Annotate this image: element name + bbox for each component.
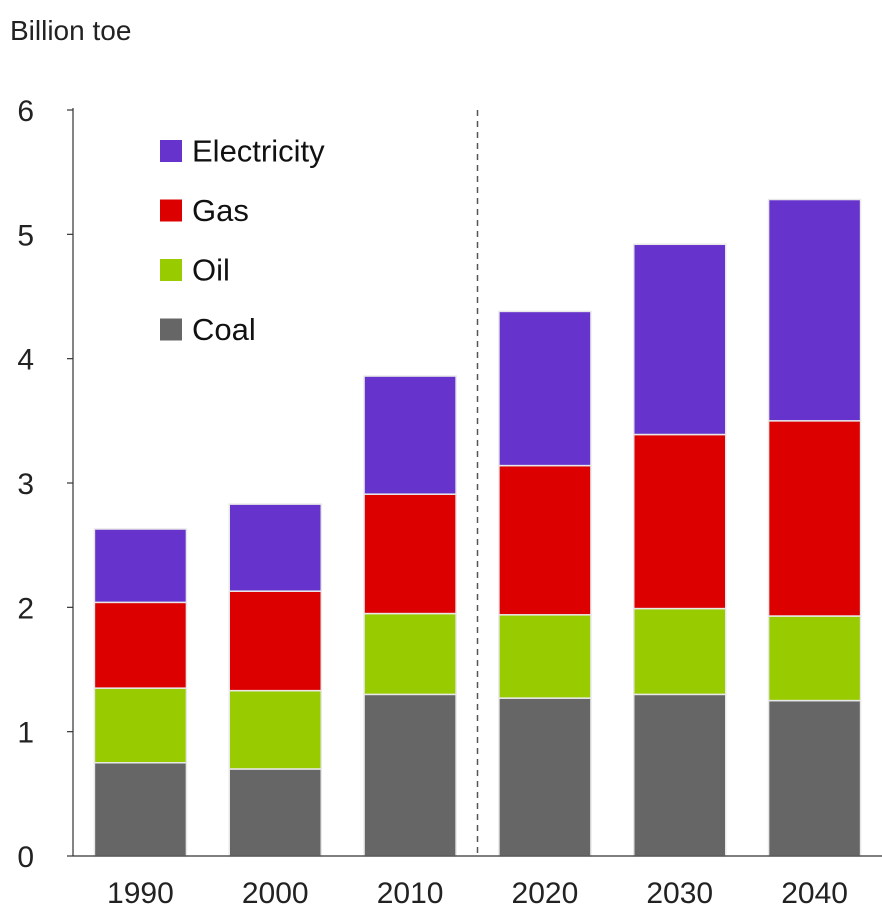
- bar-electricity-2030: [633, 243, 727, 436]
- bar-gas-2040: [767, 420, 862, 617]
- plot-area: [93, 110, 862, 857]
- bar-oil-2030: [633, 607, 727, 696]
- y-tick-label: 5: [17, 219, 34, 252]
- bar-coal-2020: [498, 697, 592, 857]
- bar-gas-1990: [93, 601, 188, 689]
- bar-oil-2010: [363, 612, 457, 696]
- y-axis-title: Billion toe: [10, 15, 131, 46]
- bar-oil-1990: [93, 687, 188, 764]
- bar-coal-2040: [767, 699, 862, 857]
- bar-coal-2000: [228, 768, 322, 857]
- y-tick-label: 3: [17, 468, 34, 501]
- bar-oil-2000: [228, 689, 322, 770]
- bar-electricity-2020: [498, 310, 592, 467]
- legend-swatch-oil: [160, 259, 182, 281]
- bar-gas-2000: [228, 590, 322, 692]
- legend-label-electricity: Electricity: [192, 134, 325, 169]
- legend-swatch-gas: [160, 199, 182, 222]
- bar-electricity-2000: [228, 503, 322, 592]
- x-tick-label: 2010: [377, 877, 444, 910]
- y-tick-label: 1: [17, 717, 34, 750]
- legend-label-oil: Oil: [192, 253, 230, 288]
- x-tick-label: 2040: [781, 877, 848, 910]
- x-tick-label: 1990: [107, 877, 174, 910]
- bar-electricity-1990: [93, 528, 188, 604]
- y-tick-label: 4: [17, 344, 34, 377]
- bar-coal-2030: [633, 693, 727, 857]
- x-tick-label: 2020: [512, 877, 579, 910]
- legend: Electricity Gas Oil Coal: [160, 134, 325, 347]
- bar-gas-2030: [633, 433, 727, 610]
- bar-coal-1990: [93, 762, 188, 857]
- legend-label-coal: Coal: [192, 312, 256, 347]
- y-tick-label: 0: [17, 841, 34, 874]
- axes: 1990 2000 2010 2020 2030 2040 0 1 2 3 4 5 6: [17, 95, 882, 910]
- bar-electricity-2040: [767, 198, 862, 422]
- bar-oil-2020: [498, 614, 592, 699]
- x-tick-label: 2000: [242, 877, 309, 910]
- legend-swatch-coal: [160, 318, 182, 341]
- y-tick-label: 6: [17, 95, 34, 128]
- y-tick-label: 2: [17, 592, 34, 625]
- bar-gas-2010: [363, 493, 457, 615]
- bar-electricity-2010: [363, 375, 457, 495]
- legend-swatch-electricity: [160, 140, 182, 162]
- bar-oil-2040: [767, 615, 862, 702]
- bar-gas-2020: [498, 464, 592, 616]
- bar-coal-2010: [363, 693, 457, 857]
- legend-label-gas: Gas: [192, 193, 249, 228]
- x-tick-label: 2030: [646, 877, 713, 910]
